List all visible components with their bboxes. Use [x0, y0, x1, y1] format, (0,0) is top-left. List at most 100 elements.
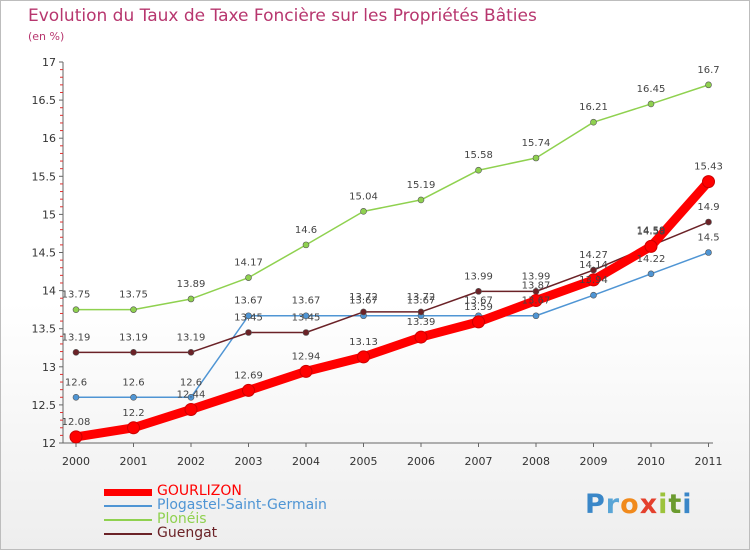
data-label: 15.58 — [464, 150, 493, 161]
data-label: 13.67 — [292, 296, 321, 307]
data-label: 14.58 — [637, 226, 666, 237]
data-label: 14.5 — [697, 233, 719, 244]
data-point — [590, 118, 597, 126]
data-point — [705, 218, 712, 226]
data-point — [245, 329, 252, 336]
data-label: 13.19 — [62, 332, 91, 343]
data-label: 13.19 — [177, 332, 206, 343]
data-point — [302, 329, 310, 336]
data-label: 12.6 — [180, 377, 202, 388]
data-label: 15.74 — [522, 138, 551, 149]
data-point — [187, 349, 195, 356]
data-label: 13.72 — [407, 292, 436, 303]
data-point — [414, 330, 428, 344]
data-label: 15.04 — [349, 191, 378, 202]
data-label: 13.94 — [579, 275, 608, 286]
data-point — [644, 239, 658, 253]
data-label: 14.17 — [234, 258, 263, 269]
data-label: 12.94 — [292, 351, 321, 362]
legend-label: Plonéis — [157, 511, 207, 527]
data-point — [475, 166, 482, 174]
data-label: 13.89 — [177, 279, 206, 290]
data-label: 13.67 — [407, 296, 436, 307]
legend-swatch — [104, 505, 152, 507]
data-label: 12.08 — [62, 417, 91, 428]
data-point — [187, 393, 195, 401]
x-tick-label: 2004 — [292, 455, 320, 468]
data-label: 14.14 — [579, 260, 608, 271]
data-label: 14.27 — [579, 250, 608, 261]
series-line — [71, 177, 713, 442]
data-point — [590, 291, 597, 299]
data-point — [127, 421, 140, 435]
data-point — [299, 364, 313, 378]
data-label: 13.45 — [234, 313, 263, 324]
data-label: 13.67 — [349, 296, 378, 307]
data-point — [130, 349, 137, 356]
data-label: 14.59 — [637, 226, 666, 237]
data-label: 13.19 — [119, 332, 148, 343]
x-tick-label: 2000 — [62, 455, 90, 468]
y-tick-label: 16 — [42, 132, 56, 145]
x-tick-label: 2003 — [235, 455, 263, 468]
data-label: 14.22 — [637, 254, 666, 265]
data-point — [417, 308, 425, 316]
legend-label: Guengat — [157, 525, 218, 541]
data-point — [130, 393, 137, 401]
y-tick-label: 16.5 — [32, 94, 57, 107]
data-label: 14.9 — [697, 202, 719, 213]
data-point — [242, 383, 255, 397]
data-label: 13.67 — [234, 296, 263, 307]
series-line — [75, 221, 710, 354]
data-label: 13.67 — [522, 296, 551, 307]
x-tick-label: 2001 — [120, 455, 148, 468]
data-label: 12.44 — [177, 389, 206, 400]
legend-label: GOURLIZON — [157, 483, 242, 499]
data-point — [245, 312, 252, 320]
legend-swatch — [104, 488, 152, 496]
data-label: 12.69 — [234, 370, 263, 381]
x-tick-label: 2005 — [350, 455, 378, 468]
x-tick-label: 2006 — [407, 455, 435, 468]
y-tick-label: 12.5 — [32, 399, 57, 412]
data-point — [130, 306, 137, 313]
data-point — [417, 196, 425, 204]
data-point — [245, 274, 252, 281]
data-point — [532, 154, 540, 162]
data-point — [360, 208, 367, 215]
y-tick-label: 13 — [42, 361, 56, 374]
data-point — [705, 249, 712, 256]
data-point — [529, 294, 543, 308]
x-tick-label: 2007 — [465, 455, 493, 468]
data-label: 13.99 — [522, 271, 551, 282]
data-point — [302, 241, 310, 249]
series-line — [75, 84, 710, 311]
data-label: 13.13 — [349, 337, 378, 348]
data-label: 13.59 — [464, 302, 493, 313]
data-label: 13.72 — [349, 292, 378, 303]
data-label: 16.21 — [579, 102, 608, 113]
x-tick-label: 2002 — [177, 455, 205, 468]
data-point — [475, 288, 482, 295]
data-label: 13.75 — [62, 290, 91, 301]
legend-swatch — [104, 533, 152, 535]
data-point — [72, 306, 80, 313]
data-label: 13.99 — [464, 271, 493, 282]
data-point — [72, 393, 80, 401]
data-point — [472, 315, 485, 329]
data-point — [187, 295, 195, 303]
data-label: 12.6 — [122, 377, 144, 388]
x-tick-label: 2011 — [695, 455, 723, 468]
x-tick-label: 2010 — [637, 455, 665, 468]
data-point — [647, 100, 655, 108]
legend-swatch — [104, 519, 152, 521]
data-label: 12.2 — [122, 408, 144, 419]
data-label: 12.6 — [65, 377, 87, 388]
data-point — [184, 402, 198, 416]
chart-unit-label: (en %) — [28, 30, 65, 43]
y-tick-label: 12 — [42, 437, 56, 450]
data-point — [647, 270, 655, 278]
data-point — [360, 308, 367, 316]
